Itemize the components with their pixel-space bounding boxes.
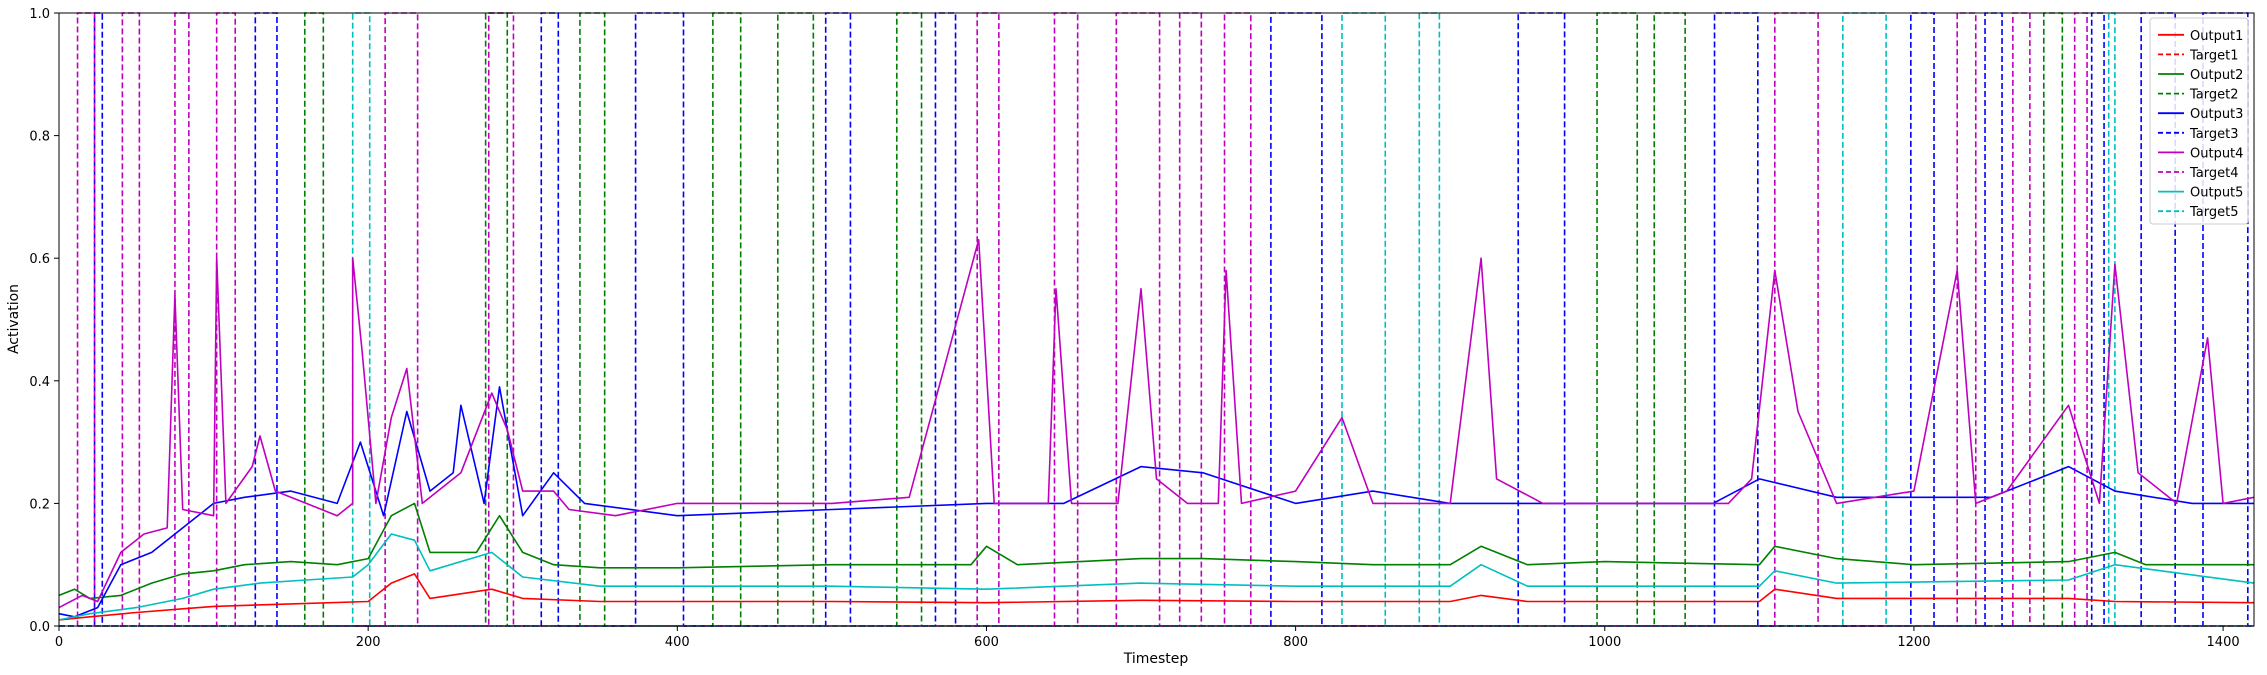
legend-label-output5: Output5 (2190, 186, 2243, 201)
legend-label-target4: Target4 (2189, 166, 2239, 181)
output-line-4 (58, 239, 2255, 609)
legend: Output1 Target1 Output2 Target2 Output3 Targe… (2149, 17, 2249, 225)
output-line-5 (58, 533, 2255, 621)
legend-label-output4: Output4 (2190, 146, 2243, 161)
x-tick-label: 600 (974, 635, 999, 650)
legend-label-output1: Output1 (2190, 29, 2243, 44)
legend-label-target2: Target2 (2189, 88, 2239, 103)
y-tick-label: 0.6 (29, 252, 50, 267)
y-tick-label: 0.2 (29, 497, 50, 512)
output-line-1 (58, 573, 2255, 621)
x-tick-label: 0 (55, 635, 63, 650)
output-line-2 (58, 502, 2254, 600)
x-tick-label: 200 (356, 635, 381, 650)
x-tick-label: 800 (1283, 635, 1308, 650)
x-tick-label: 400 (665, 635, 690, 650)
y-tick-label: 0.8 (29, 130, 50, 145)
legend-label-target1: Target1 (2189, 48, 2239, 63)
legend-label-output3: Output3 (2190, 107, 2243, 122)
y-tick-label: 0.4 (29, 375, 50, 390)
x-tick-label: 1000 (1588, 635, 1621, 650)
legend-label-target3: Target3 (2189, 127, 2239, 142)
target-line-3 (59, 12, 2254, 627)
legend-label-output2: Output2 (2190, 68, 2243, 83)
y-axis-label: Activation (6, 284, 22, 354)
legend-label-target5: Target5 (2189, 205, 2239, 220)
x-axis: 0 200 400 600 800 1000 1200 1400 (55, 626, 2240, 650)
x-axis-label: Timestep (1123, 651, 1189, 667)
x-tick-label: 1200 (1897, 635, 1930, 650)
output-series-layer (58, 239, 2255, 621)
plot-background (59, 13, 2254, 626)
y-tick-label: 1.0 (29, 7, 50, 22)
y-tick-label: 0.0 (29, 620, 50, 635)
x-tick-label: 1400 (2207, 635, 2240, 650)
y-axis: 0.0 0.2 0.4 0.6 0.8 1.0 (29, 7, 59, 635)
plot-frame (58, 12, 2255, 627)
